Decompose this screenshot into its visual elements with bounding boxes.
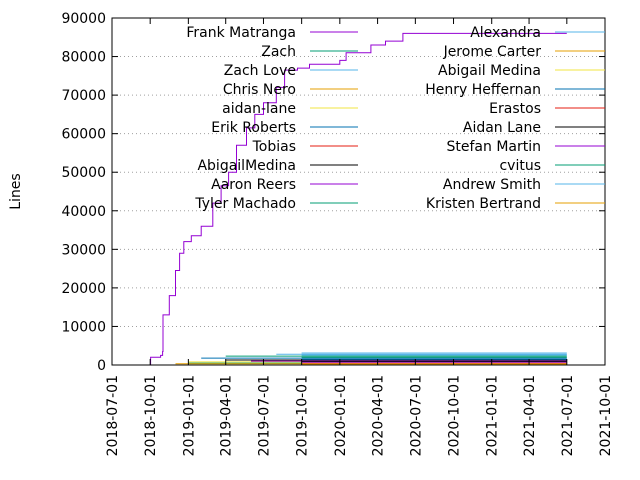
x-axis: 2018-07-01 2018-10-01 2019-01-01 2019-04-01… — [105, 18, 614, 456]
x-tick-label: 2021-04-01 — [522, 375, 538, 456]
legend-label: Kristen Bertrand — [426, 196, 541, 212]
y-tick-label: 50000 — [61, 165, 106, 181]
y-tick-label: 70000 — [61, 88, 106, 104]
y-axis-label: Lines — [8, 173, 24, 209]
y-axis: 0 10000 20000 30000 40000 50000 60000 70000 8000… — [61, 11, 605, 374]
legend: Frank Matranga Zach Zach Love Chris Nero aid… — [186, 25, 605, 212]
legend-label: AbigailMedina — [197, 158, 296, 174]
x-tick-label: 2020-10-01 — [447, 375, 463, 456]
legend-label: Tyler Machado — [194, 196, 296, 212]
series-line — [124, 32, 567, 366]
legend-label: Aidan Lane — [463, 120, 541, 136]
legend-label: aidan-lane — [222, 101, 296, 117]
x-tick-label: 2021-07-01 — [560, 375, 576, 456]
legend-label: Chris Nero — [223, 82, 296, 98]
legend-label: Erik Roberts — [211, 120, 296, 136]
x-tick-label: 2019-10-01 — [295, 375, 311, 456]
x-tick-label: 2018-10-01 — [143, 375, 159, 456]
legend-label: Andrew Smith — [443, 177, 541, 193]
x-tick-label: 2020-07-01 — [408, 375, 424, 456]
x-tick-label: 2020-01-01 — [333, 375, 349, 456]
x-tick-label: 2021-10-01 — [598, 375, 614, 456]
legend-label: Tobias — [252, 139, 296, 155]
legend-label: Abigail Medina — [438, 63, 541, 79]
legend-label: Jerome Carter — [443, 44, 542, 60]
legend-label: Henry Heffernan — [425, 82, 541, 98]
y-tick-label: 90000 — [61, 11, 106, 27]
legend-label: Alexandra — [470, 25, 541, 41]
y-tick-label: 20000 — [61, 281, 106, 297]
legend-label: Stefan Martin — [447, 139, 542, 155]
plot-border — [111, 17, 606, 366]
y-tick-label: 10000 — [61, 319, 106, 335]
x-tick-label: 2018-07-01 — [105, 375, 121, 456]
x-tick-label: 2021-01-01 — [485, 375, 501, 456]
x-tick-label: 2019-07-01 — [256, 375, 272, 456]
x-tick-label: 2019-01-01 — [181, 375, 197, 456]
x-tick-label: 2020-04-01 — [371, 375, 387, 456]
legend-label: Aaron Reers — [211, 177, 296, 193]
y-tick-label: 40000 — [61, 204, 106, 220]
legend-label: Zach — [261, 44, 296, 60]
y-tick-label: 30000 — [61, 242, 106, 258]
legend-label: Zach Love — [224, 63, 296, 79]
legend-label: Erastos — [489, 101, 541, 117]
legend-label: Frank Matranga — [186, 25, 296, 41]
legend-label: cvitus — [499, 158, 541, 174]
y-tick-label: 60000 — [61, 127, 106, 143]
y-tick-label: 80000 — [61, 50, 106, 66]
y-tick-label: 0 — [97, 358, 106, 374]
x-tick-label: 2019-04-01 — [219, 375, 235, 456]
